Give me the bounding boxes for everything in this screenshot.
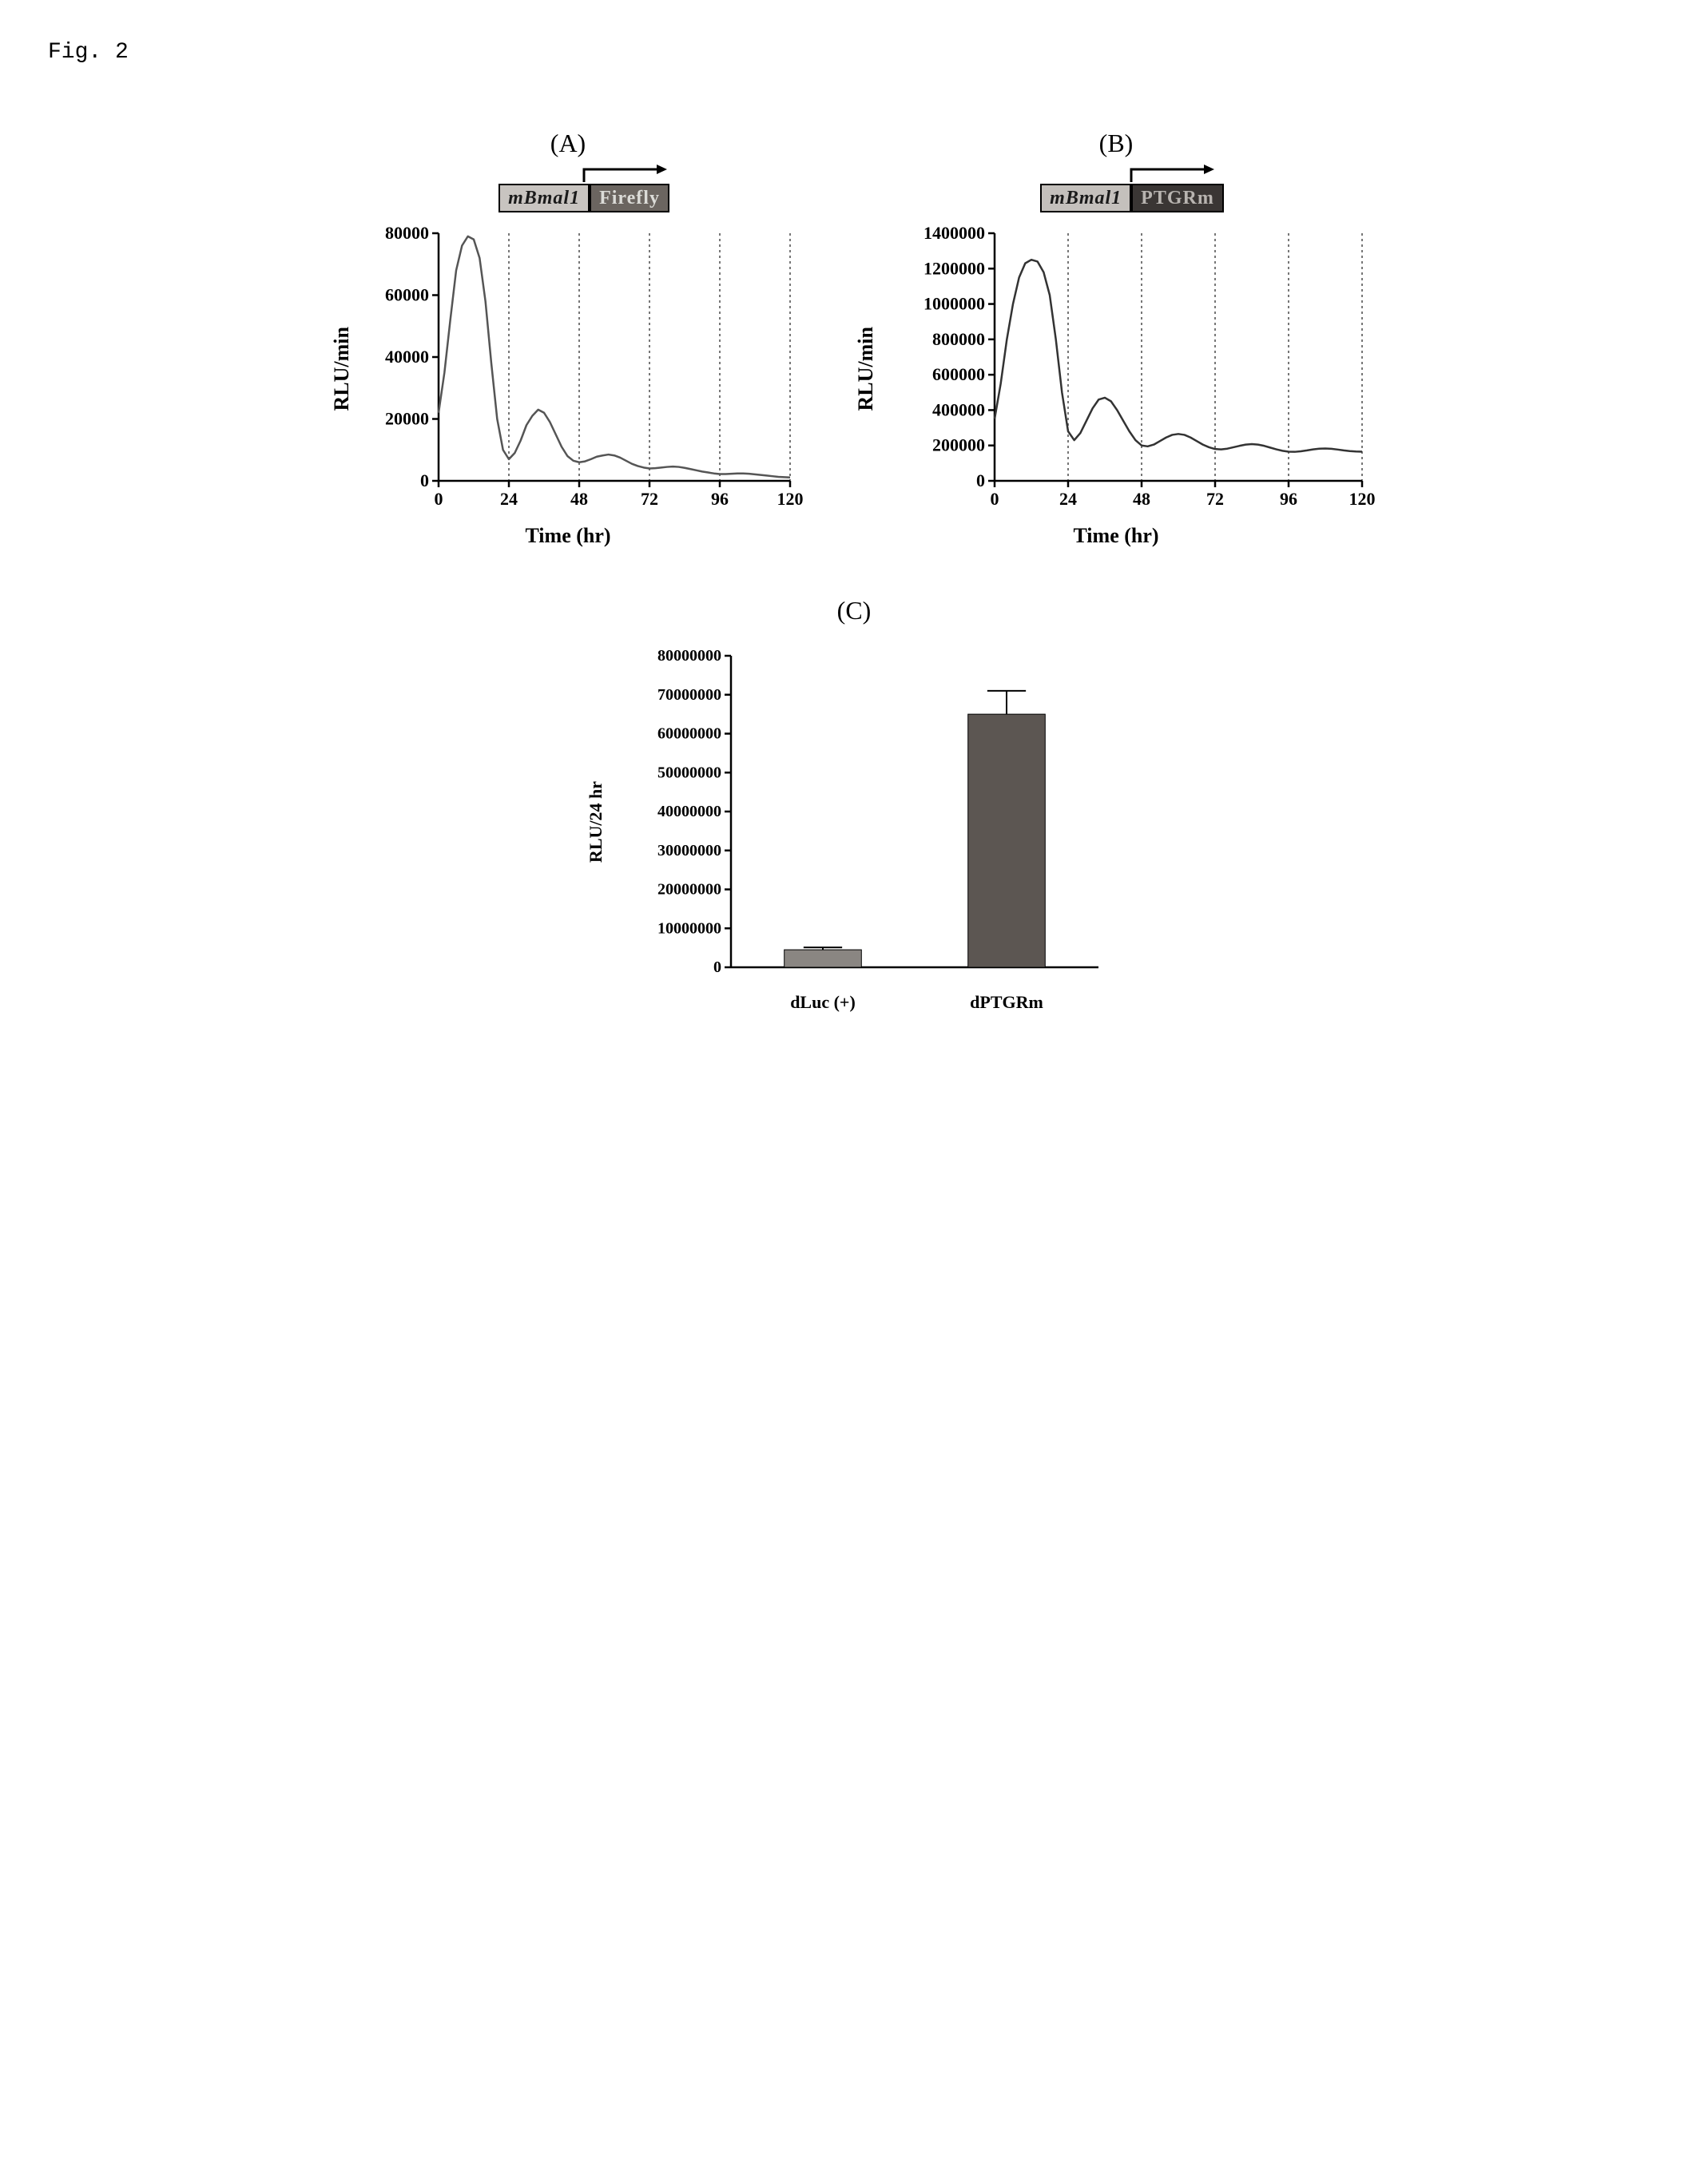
svg-text:10000000: 10000000: [657, 919, 721, 937]
panel-c-label: (C): [837, 596, 872, 625]
svg-text:0: 0: [713, 958, 721, 976]
svg-text:48: 48: [570, 489, 588, 509]
panel-a-label: (A): [550, 129, 586, 158]
panel-b-label: (B): [1099, 129, 1134, 158]
bar-category-label: dLuc (+): [731, 992, 915, 1013]
svg-text:40000: 40000: [385, 347, 429, 367]
svg-text:1200000: 1200000: [924, 258, 985, 278]
panel-b-ylabel: RLU/min: [854, 327, 878, 411]
svg-text:0: 0: [435, 489, 443, 509]
svg-text:80000: 80000: [385, 223, 429, 243]
reporter-box: Firefly: [590, 184, 669, 212]
svg-text:400000: 400000: [932, 399, 985, 419]
panel-a-chart: 0 20000 40000 60000 80000 0 24 48 72 96 120: [359, 217, 806, 521]
svg-text:0: 0: [991, 489, 999, 509]
transcription-arrow-icon: [1128, 165, 1216, 184]
svg-text:80000000: 80000000: [657, 647, 721, 665]
svg-text:40000000: 40000000: [657, 803, 721, 820]
panel-a-xlabel: Time (hr): [525, 524, 610, 548]
figure-label: Fig. 2: [48, 40, 1660, 65]
svg-text:0: 0: [976, 470, 985, 490]
svg-text:600000: 600000: [932, 364, 985, 384]
transcription-arrow-icon: [581, 165, 669, 184]
svg-text:70000000: 70000000: [657, 686, 721, 704]
top-row: (A) mBmal1 Firefly RLU/min 0 20000 40000 60…: [48, 129, 1660, 548]
svg-text:96: 96: [1280, 489, 1297, 509]
bar-category-label: dPTGRm: [915, 992, 1098, 1013]
panel-c-chart: 0 10000000 20000000 30000000 40000000 5000000…: [611, 632, 1122, 983]
svg-text:60000000: 60000000: [657, 725, 721, 743]
svg-text:72: 72: [641, 489, 658, 509]
svg-text:96: 96: [711, 489, 729, 509]
svg-text:60000: 60000: [385, 285, 429, 305]
svg-text:20000000: 20000000: [657, 881, 721, 899]
svg-text:200000: 200000: [932, 435, 985, 455]
panel-b-xlabel: Time (hr): [1073, 524, 1158, 548]
panel-c-ylabel: RLU/24 hr: [586, 781, 606, 863]
svg-text:48: 48: [1133, 489, 1150, 509]
panel-c-xlabels: dLuc (+)dPTGRm: [611, 992, 1122, 1013]
svg-text:24: 24: [500, 489, 518, 509]
svg-text:1000000: 1000000: [924, 294, 985, 314]
svg-text:30000000: 30000000: [657, 842, 721, 859]
promoter-box: mBmal1: [498, 184, 590, 212]
svg-text:20000: 20000: [385, 409, 429, 429]
panel-b-construct: mBmal1 PTGRm: [1040, 165, 1224, 212]
svg-text:24: 24: [1059, 489, 1077, 509]
svg-text:120: 120: [1349, 489, 1376, 509]
svg-text:50000000: 50000000: [657, 764, 721, 781]
panel-b-chart: 0 200000 400000 600000 800000 1000000 1200000 1…: [883, 217, 1378, 521]
svg-text:1400000: 1400000: [924, 223, 985, 243]
panel-b: (B) mBmal1 PTGRm RLU/min 0 200000 400000 60…: [854, 129, 1378, 548]
panel-a-construct: mBmal1 Firefly: [498, 165, 669, 212]
reporter-box: PTGRm: [1131, 184, 1224, 212]
svg-text:0: 0: [420, 470, 429, 490]
svg-text:72: 72: [1206, 489, 1224, 509]
svg-text:800000: 800000: [932, 329, 985, 349]
promoter-box: mBmal1: [1040, 184, 1131, 212]
panel-c: (C) RLU/24 hr 0 10000000 20000000 30000000 4…: [48, 596, 1660, 1013]
svg-text:120: 120: [777, 489, 804, 509]
panel-a-ylabel: RLU/min: [330, 327, 354, 411]
panel-a: (A) mBmal1 Firefly RLU/min 0 20000 40000 60…: [330, 129, 806, 548]
